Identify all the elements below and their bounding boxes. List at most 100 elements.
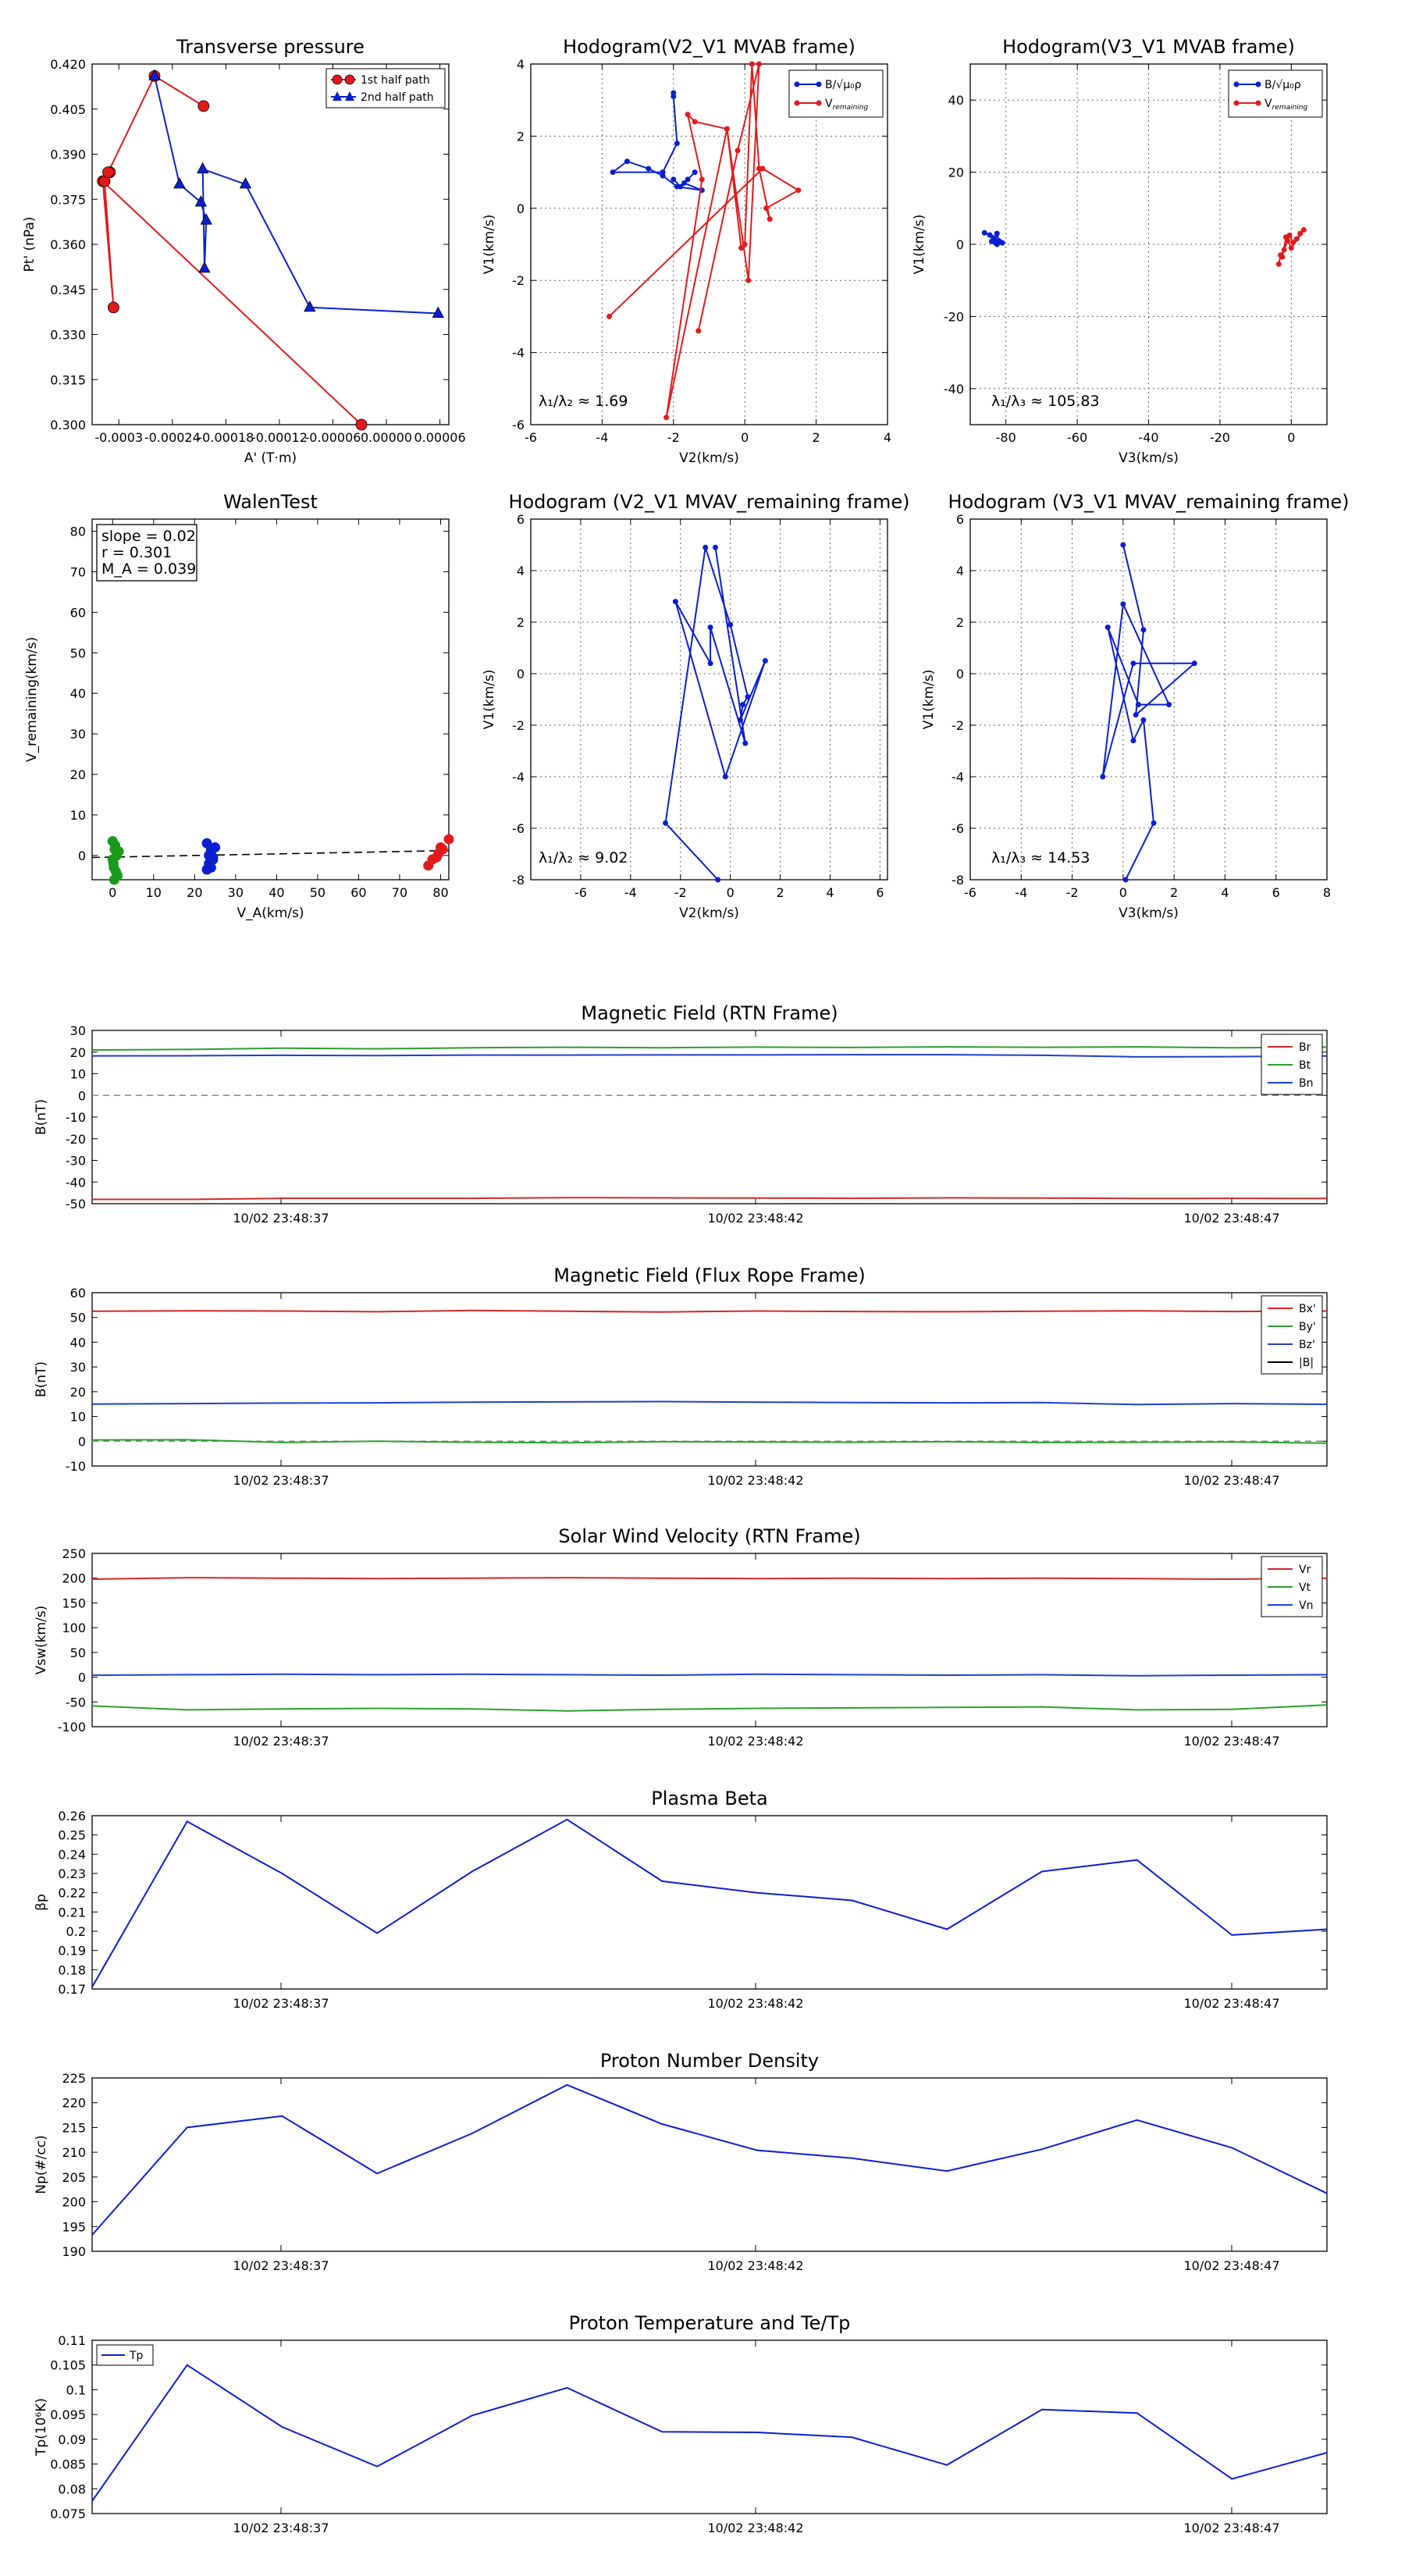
y-axis-label: Np(#/cc) bbox=[34, 2135, 49, 2194]
x-tick-label: 0 bbox=[1119, 885, 1127, 900]
y-tick-label: -50 bbox=[66, 1695, 86, 1710]
data-point-blue bbox=[201, 864, 212, 875]
data-point-2nd-half bbox=[239, 177, 252, 189]
data-point-b bbox=[1130, 738, 1136, 744]
x-tick-label: 2 bbox=[1170, 885, 1178, 900]
y-tick-label: 50 bbox=[70, 1646, 86, 1660]
x-tick-label: 4 bbox=[884, 430, 891, 445]
plot-frame bbox=[91, 518, 450, 881]
y-tick-label: 0.26 bbox=[58, 1809, 86, 1823]
y-tick-label: 0.11 bbox=[58, 2333, 86, 2348]
data-point-v bbox=[692, 119, 698, 125]
x-tick-label: 10/02 23:48:37 bbox=[233, 1473, 329, 1488]
y-tick-label: 195 bbox=[62, 2219, 86, 2234]
y-tick-label: 0.25 bbox=[58, 1828, 86, 1843]
x-axis-label: V2(km/s) bbox=[679, 906, 739, 921]
data-point-2nd-half bbox=[198, 261, 211, 273]
x-tick-label: 10/02 23:48:47 bbox=[1183, 1211, 1279, 1226]
y-tick-label: 4 bbox=[517, 564, 525, 578]
data-point-green bbox=[109, 840, 120, 851]
data-point-v bbox=[685, 112, 691, 118]
y-tick-label: -10 bbox=[66, 1459, 86, 1474]
data-point-b bbox=[745, 694, 751, 700]
data-point-b bbox=[740, 702, 746, 708]
data-point-b bbox=[681, 180, 688, 186]
y-axis-label: V1(km/s) bbox=[482, 215, 497, 275]
x-tick-label: 10/02 23:48:47 bbox=[1183, 1473, 1279, 1488]
data-point-v bbox=[738, 245, 745, 251]
data-point-2nd-half bbox=[173, 177, 186, 189]
y-tick-label: 225 bbox=[62, 2071, 86, 2086]
stats-line: slope = 0.02 bbox=[101, 528, 196, 545]
data-point-b bbox=[1100, 774, 1106, 780]
data-point-b bbox=[692, 169, 698, 176]
data-point-b bbox=[1140, 717, 1147, 723]
legend-label: Vt bbox=[1299, 1582, 1311, 1594]
data-point-v bbox=[1290, 240, 1297, 246]
x-tick-label: -20 bbox=[1210, 430, 1230, 445]
y-tick-label: 0.09 bbox=[58, 2432, 86, 2447]
legend-label: Bz' bbox=[1299, 1339, 1315, 1351]
x-tick-label: 10/02 23:48:37 bbox=[233, 2521, 329, 2535]
legend-marker bbox=[794, 100, 800, 106]
data-point-v bbox=[735, 148, 741, 154]
data-point-b bbox=[672, 599, 678, 605]
data-point-blue bbox=[205, 846, 216, 857]
x-tick-label: 10/02 23:48:47 bbox=[1183, 2521, 1279, 2535]
chart-title: WalenTest bbox=[223, 491, 318, 513]
data-point-b bbox=[988, 238, 994, 244]
chart-title: Hodogram (V3_V1 MVAV_remaining frame) bbox=[948, 491, 1349, 513]
data-point-b bbox=[674, 141, 680, 147]
y-tick-label: -40 bbox=[944, 382, 964, 397]
x-tick-label: 70 bbox=[392, 885, 407, 900]
y-axis-label: V1(km/s) bbox=[482, 670, 497, 730]
chart-transverse-pressure: -0.0003 -0.00024-0.00018-0.00012-0.00006 0… bbox=[22, 36, 466, 466]
data-point-b bbox=[1191, 660, 1197, 667]
plot-frame bbox=[969, 63, 1328, 425]
data-point-b bbox=[737, 717, 743, 723]
series-line-vr bbox=[91, 1577, 1328, 1581]
data-point-green bbox=[112, 870, 123, 881]
data-point-2nd-half bbox=[304, 301, 316, 312]
x-tick-label: 10/02 23:48:37 bbox=[233, 1211, 329, 1226]
plot-frame bbox=[91, 1553, 1328, 1727]
data-point-v bbox=[763, 205, 770, 212]
data-point-b bbox=[712, 544, 718, 550]
y-tick-label: 205 bbox=[62, 2170, 86, 2185]
y-tick-label: 0 bbox=[517, 201, 525, 216]
data-point-b bbox=[994, 230, 1000, 237]
stats-line: r = 0.301 bbox=[101, 544, 172, 561]
x-tick-label: 10/02 23:48:37 bbox=[233, 2258, 329, 2273]
legend-label: 1st half path bbox=[361, 74, 430, 87]
y-axis-label: Pt' (nPa) bbox=[22, 217, 37, 272]
y-tick-label: 6 bbox=[956, 512, 964, 527]
series-line bbox=[91, 1400, 1328, 1406]
x-tick-label: 10/02 23:48:42 bbox=[707, 1211, 803, 1226]
chart-title: Hodogram (V2_V1 MVAV_remaining frame) bbox=[508, 491, 909, 513]
y-tick-label: 0.330 bbox=[50, 328, 86, 343]
x-tick-label: -60 bbox=[1067, 430, 1087, 445]
data-point-b bbox=[670, 90, 677, 96]
y-tick-label: 0.19 bbox=[58, 1944, 86, 1959]
data-point-b bbox=[1140, 627, 1147, 633]
y-tick-label: -2 bbox=[512, 273, 525, 288]
y-tick-label: 80 bbox=[70, 525, 86, 539]
x-tick-label: 10/02 23:48:42 bbox=[707, 2521, 803, 2535]
data-point-v bbox=[1281, 247, 1287, 253]
data-point-red bbox=[431, 852, 442, 863]
plot-frame bbox=[91, 1292, 1328, 1467]
eigenvalue-ratio: λ₁/λ₃ ≈ 14.53 bbox=[991, 849, 1090, 866]
x-tick-label: 40 bbox=[269, 885, 284, 900]
y-axis-label: V1(km/s) bbox=[921, 670, 937, 730]
y-tick-label: 150 bbox=[62, 1596, 86, 1610]
y-tick-label: 0.300 bbox=[50, 418, 86, 432]
data-point-b bbox=[981, 229, 987, 236]
y-tick-label: 200 bbox=[62, 2195, 86, 2210]
x-tick-label: 20 bbox=[187, 885, 202, 900]
y-tick-label: -6 bbox=[951, 821, 964, 836]
data-point-b bbox=[1130, 660, 1136, 667]
x-tick-label: -6 bbox=[574, 885, 587, 900]
series-line-v bbox=[608, 63, 800, 418]
y-tick-label: 60 bbox=[70, 605, 86, 620]
